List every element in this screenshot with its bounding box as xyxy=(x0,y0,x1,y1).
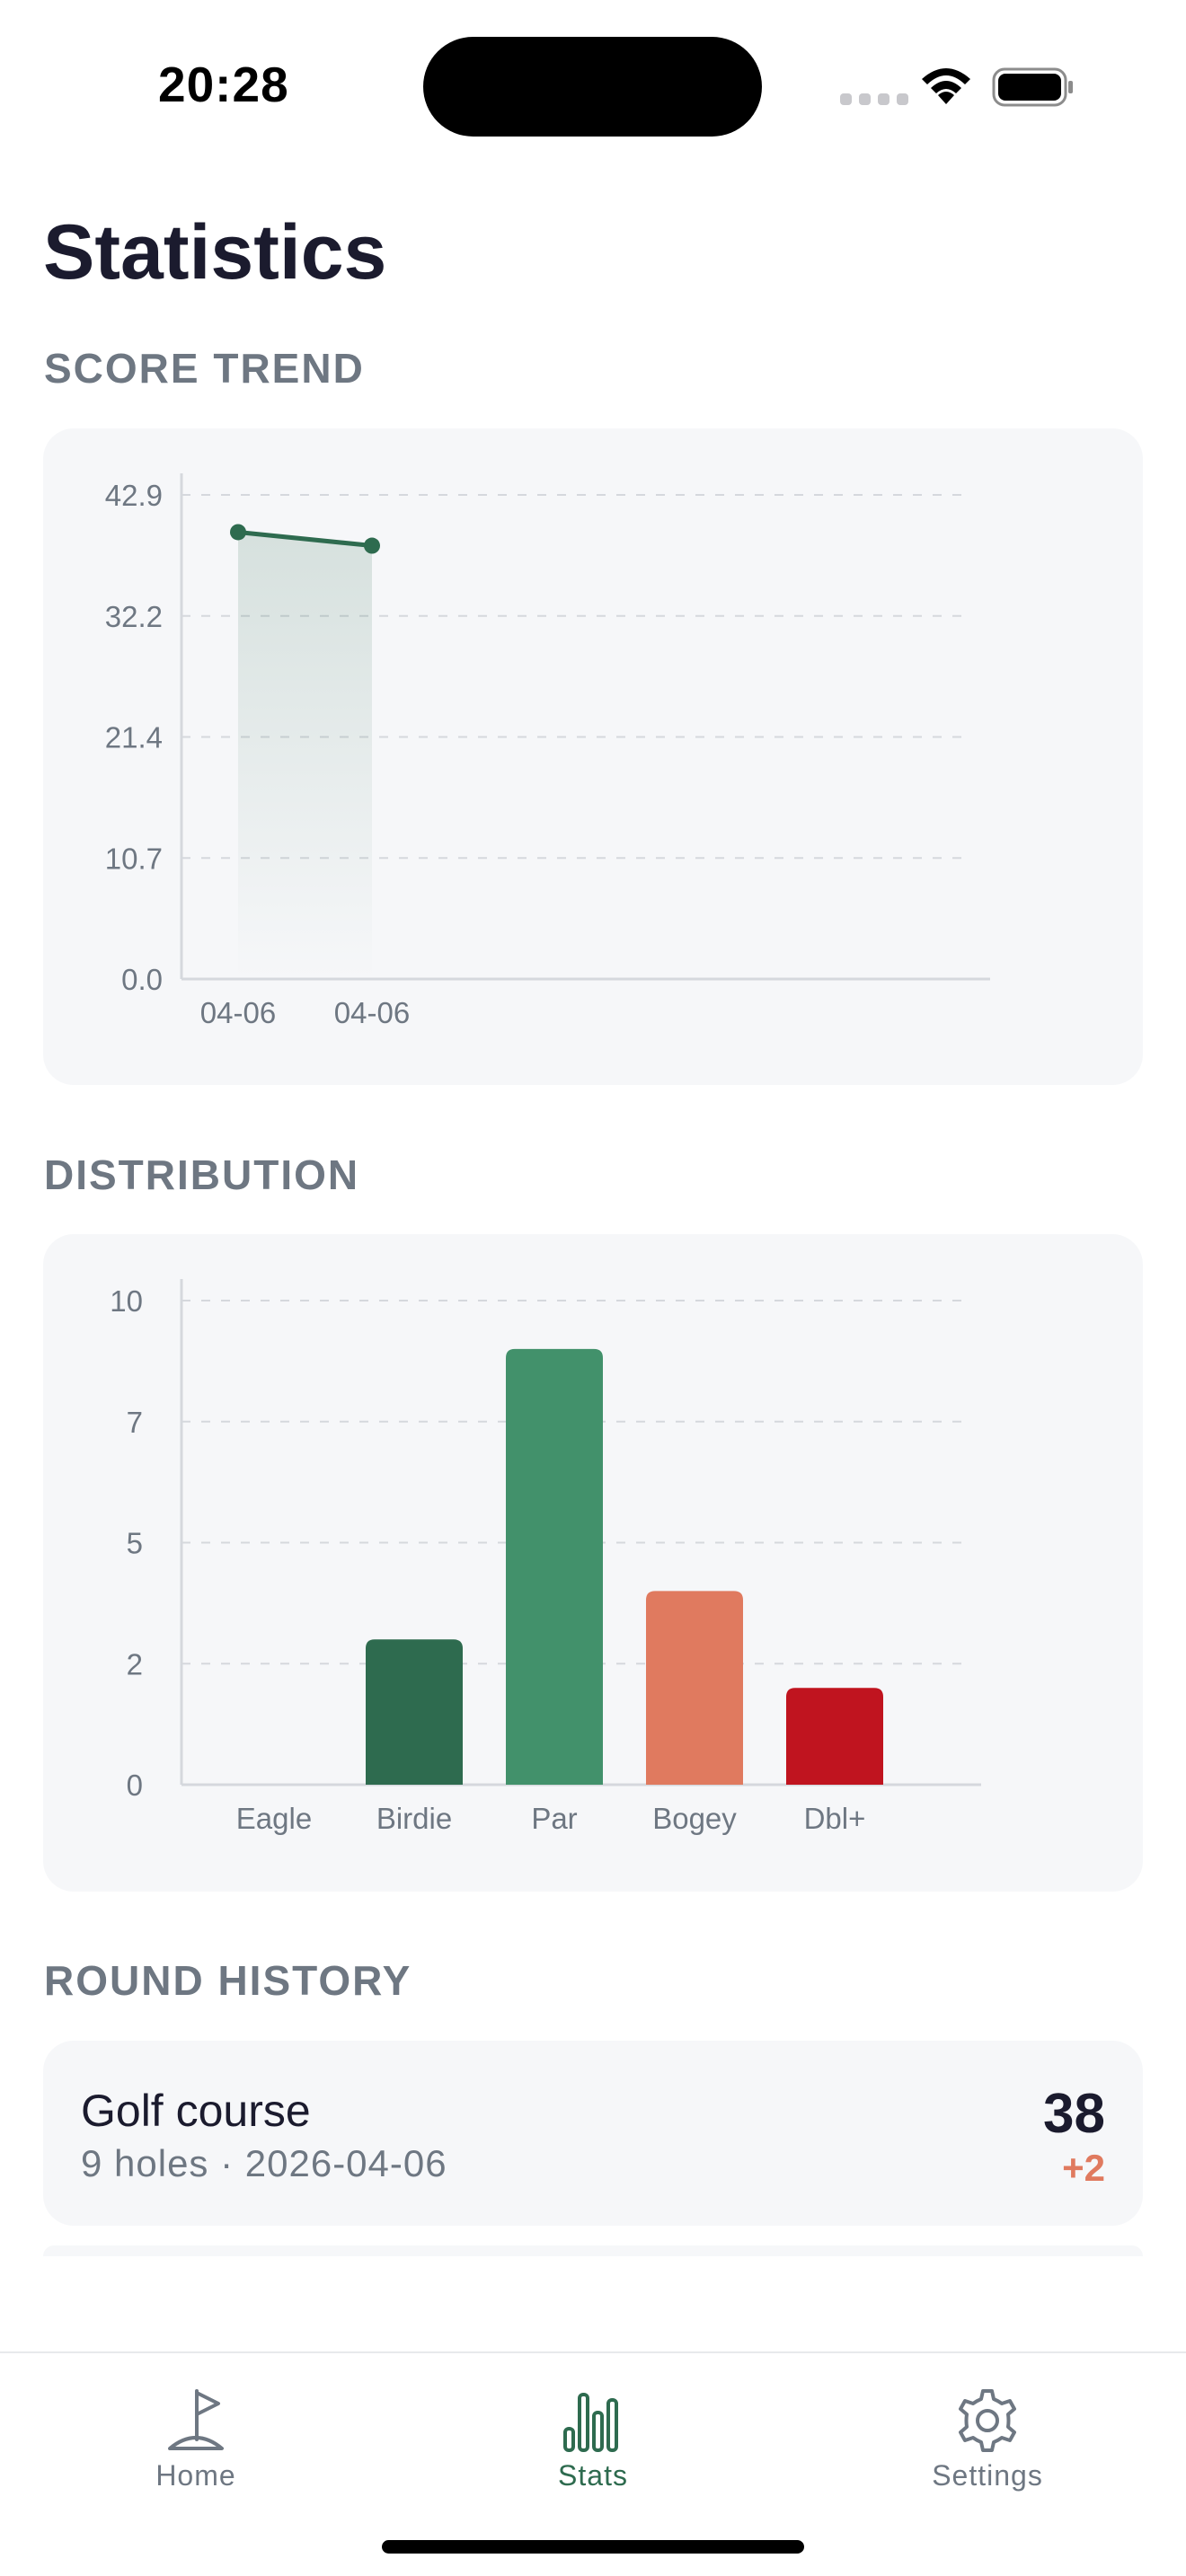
y-tick-label: 0 xyxy=(127,1769,143,1802)
dynamic-island xyxy=(423,37,762,137)
wifi-icon xyxy=(922,68,970,104)
tab-home[interactable]: Home xyxy=(106,2369,286,2495)
tab-label: Home xyxy=(155,2459,236,2492)
status-bar: 20:28 xyxy=(0,0,1186,171)
cellular-signal-icon xyxy=(840,93,908,105)
x-tick-label: Par xyxy=(531,1802,577,1835)
x-tick-label: Bogey xyxy=(652,1802,737,1835)
bar-birdie xyxy=(366,1639,463,1785)
x-tick-label: Dbl+ xyxy=(804,1802,866,1835)
page-title: Statistics xyxy=(43,209,387,296)
y-tick-label: 5 xyxy=(127,1527,143,1560)
data-point xyxy=(230,524,246,541)
trend-line xyxy=(235,529,375,549)
bar-par xyxy=(506,1348,603,1785)
battery-icon xyxy=(992,67,1073,107)
score-trend-card: 0.0 10.7 21.4 32.2 42.9 04-06 04-06 xyxy=(43,428,1143,1085)
tab-label: Settings xyxy=(932,2459,1043,2492)
section-label-score-trend: SCORE TREND xyxy=(44,345,365,392)
status-time: 20:28 xyxy=(158,57,289,112)
x-tick-label: 04-06 xyxy=(200,996,276,1029)
tab-label: Stats xyxy=(558,2459,628,2492)
y-tick-label: 10.7 xyxy=(105,842,163,875)
x-tick-label: 04-06 xyxy=(334,996,410,1029)
round-score: 38 xyxy=(1043,2083,1105,2145)
y-tick-label: 42.9 xyxy=(105,479,163,512)
gear-icon xyxy=(959,2389,1016,2452)
x-tick-label: Eagle xyxy=(236,1802,312,1835)
trend-area xyxy=(238,532,372,979)
y-tick-label: 7 xyxy=(127,1406,143,1439)
bar-bogey xyxy=(646,1591,743,1785)
distribution-chart: 0 2 5 7 10 Eagle Birdie Par Bogey Dbl+ xyxy=(110,1279,981,1835)
bar-dbl xyxy=(786,1688,883,1785)
tab-settings[interactable]: Settings xyxy=(898,2369,1077,2495)
home-indicator xyxy=(382,2540,804,2554)
round-meta: 9 holes · 2026-04-06 xyxy=(81,2142,447,2184)
distribution-card: 0 2 5 7 10 Eagle Birdie Par Bogey Dbl+ xyxy=(43,1234,1143,1892)
round-score-to-par: +2 xyxy=(1062,2147,1105,2189)
x-tick-label: Birdie xyxy=(376,1802,452,1835)
flag-icon xyxy=(168,2389,224,2450)
section-label-distribution: DISTRIBUTION xyxy=(44,1151,360,1198)
y-tick-label: 2 xyxy=(127,1647,143,1681)
tab-stats[interactable]: Stats xyxy=(503,2369,683,2495)
y-tick-label: 32.2 xyxy=(105,600,163,633)
y-tick-label: 0.0 xyxy=(121,963,163,996)
score-trend-chart: 0.0 10.7 21.4 32.2 42.9 04-06 04-06 xyxy=(105,473,990,1029)
round-course-name: Golf course xyxy=(81,2086,311,2136)
y-tick-label: 21.4 xyxy=(105,721,163,754)
y-tick-label: 10 xyxy=(110,1284,143,1318)
round-history-item[interactable]: Golf course 9 holes · 2026-04-06 38 +2 xyxy=(43,2041,1143,2226)
bar-chart-icon xyxy=(563,2393,618,2452)
round-history-item[interactable] xyxy=(43,2245,1143,2256)
data-point xyxy=(364,537,380,554)
section-label-round-history: ROUND HISTORY xyxy=(44,1957,412,2004)
tab-bar: Home Stats Settings xyxy=(0,2351,1186,2576)
